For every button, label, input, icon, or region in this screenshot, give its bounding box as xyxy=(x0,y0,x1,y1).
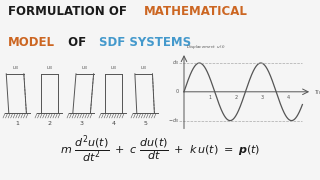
Text: OF: OF xyxy=(64,36,90,49)
Text: SDF SYSTEMS: SDF SYSTEMS xyxy=(99,36,191,49)
Text: 5: 5 xyxy=(144,121,148,126)
Text: 4: 4 xyxy=(287,95,290,100)
Text: Displacement  $u(t)$: Displacement $u(t)$ xyxy=(186,43,226,51)
Text: 2: 2 xyxy=(235,95,238,100)
Text: MODEL: MODEL xyxy=(8,36,55,49)
Text: $u_0$: $u_0$ xyxy=(46,64,53,72)
Text: $u_0$: $u_0$ xyxy=(81,64,88,72)
Text: Time $t$: Time $t$ xyxy=(314,88,320,96)
Text: 3: 3 xyxy=(260,95,264,100)
Text: $u_0$: $u_0$ xyxy=(12,64,19,72)
Text: 3: 3 xyxy=(80,121,84,126)
Text: $-d_0$: $-d_0$ xyxy=(168,116,179,125)
Text: $u_0$: $u_0$ xyxy=(110,64,117,72)
Text: 0: 0 xyxy=(176,89,179,94)
Text: 4: 4 xyxy=(112,121,116,126)
Text: $u_0$: $u_0$ xyxy=(140,64,147,72)
Text: 2: 2 xyxy=(48,121,52,126)
Text: 1: 1 xyxy=(16,121,20,126)
Text: MATHEMATICAL: MATHEMATICAL xyxy=(144,5,248,18)
Text: 1: 1 xyxy=(209,95,212,100)
Text: $m\ \dfrac{d^2u(t)}{dt^2}\ +\ c\ \dfrac{du(t)}{dt}\ +\ k\,u(t)\ =\ \boldsymbol{p: $m\ \dfrac{d^2u(t)}{dt^2}\ +\ c\ \dfrac{… xyxy=(60,133,260,165)
Text: FORMULATION OF: FORMULATION OF xyxy=(8,5,131,18)
Text: $d_0$: $d_0$ xyxy=(172,58,179,68)
